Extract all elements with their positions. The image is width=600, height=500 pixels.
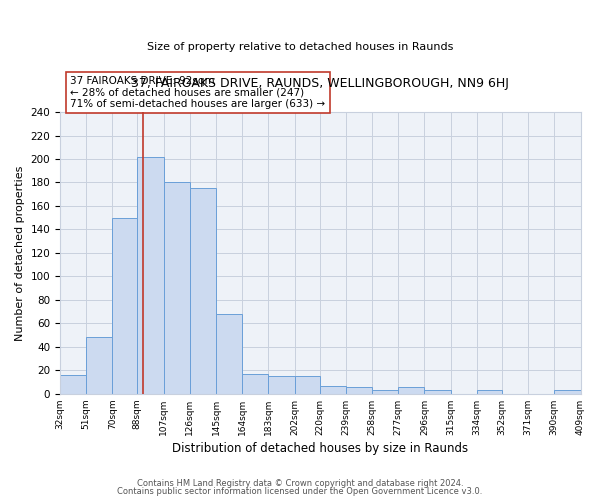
- Bar: [190, 188, 216, 394]
- Y-axis label: Number of detached properties: Number of detached properties: [15, 165, 25, 340]
- Bar: [242, 374, 268, 394]
- Bar: [86, 338, 112, 394]
- X-axis label: Distribution of detached houses by size in Raunds: Distribution of detached houses by size …: [172, 442, 469, 455]
- Text: 37 FAIROAKS DRIVE: 92sqm
← 28% of detached houses are smaller (247)
71% of semi-: 37 FAIROAKS DRIVE: 92sqm ← 28% of detach…: [70, 76, 326, 109]
- Bar: [60, 375, 86, 394]
- Bar: [216, 314, 242, 394]
- Bar: [398, 387, 424, 394]
- Text: Size of property relative to detached houses in Raunds: Size of property relative to detached ho…: [147, 42, 453, 52]
- Bar: [137, 156, 164, 394]
- Bar: [424, 390, 451, 394]
- Bar: [320, 386, 346, 394]
- Bar: [346, 387, 372, 394]
- Text: Contains HM Land Registry data © Crown copyright and database right 2024.: Contains HM Land Registry data © Crown c…: [137, 478, 463, 488]
- Bar: [112, 218, 137, 394]
- Title: 37, FAIROAKS DRIVE, RAUNDS, WELLINGBOROUGH, NN9 6HJ: 37, FAIROAKS DRIVE, RAUNDS, WELLINGBOROU…: [131, 77, 509, 90]
- Text: Contains public sector information licensed under the Open Government Licence v3: Contains public sector information licen…: [118, 487, 482, 496]
- Bar: [268, 376, 295, 394]
- Bar: [554, 390, 581, 394]
- Bar: [372, 390, 398, 394]
- Bar: [295, 376, 320, 394]
- Bar: [164, 182, 190, 394]
- Bar: [477, 390, 502, 394]
